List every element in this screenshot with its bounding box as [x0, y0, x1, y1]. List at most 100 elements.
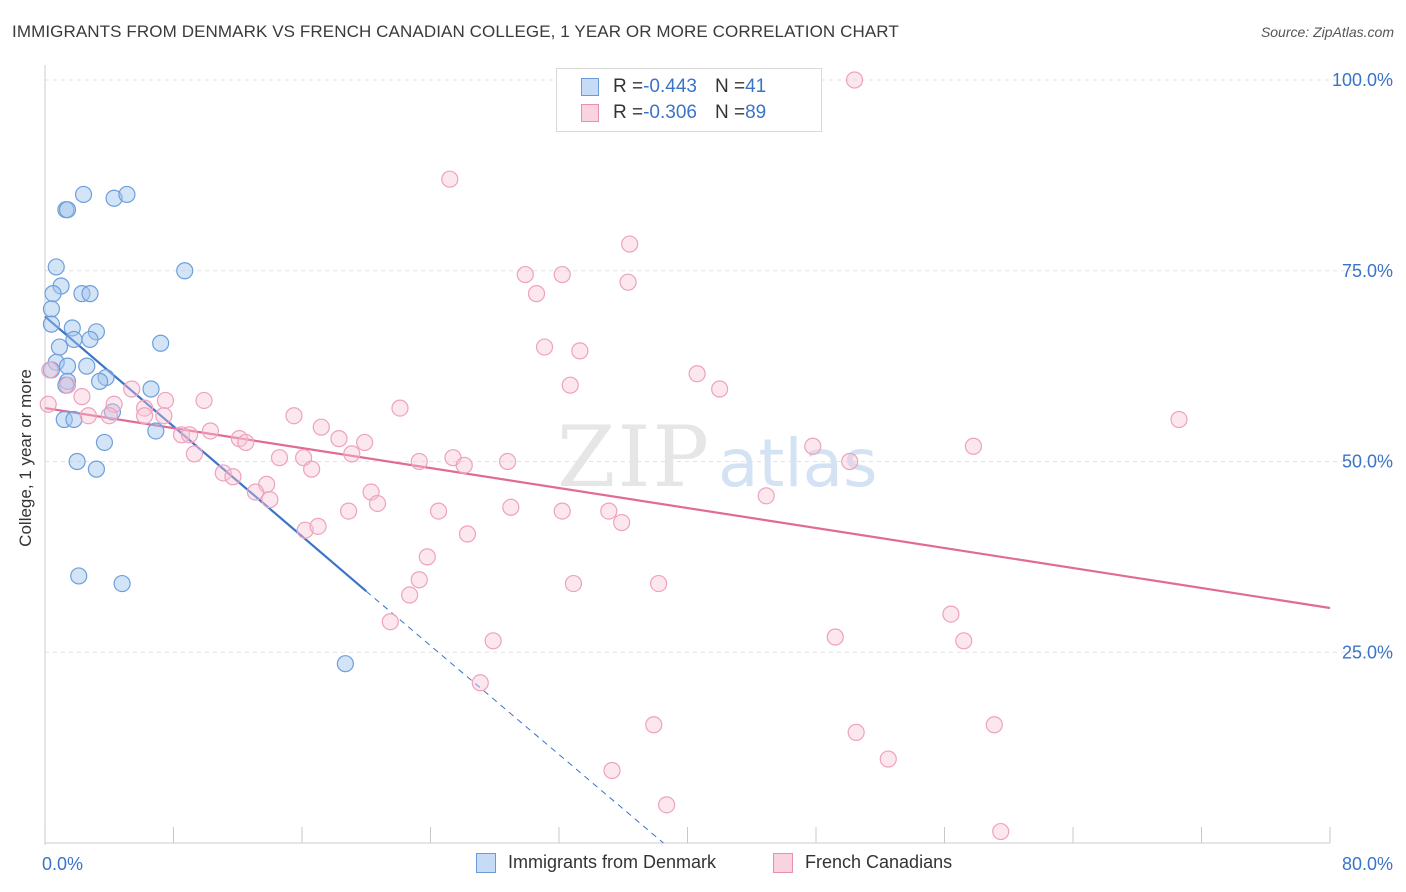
- bottom-legend-swatch-pink: [773, 852, 793, 873]
- chart-title: IMMIGRANTS FROM DENMARK VS FRENCH CANADI…: [12, 22, 899, 41]
- point-denmark: [336, 655, 354, 673]
- point-french-canadian: [356, 433, 374, 452]
- point-french-canadian: [879, 750, 897, 768]
- x-tick-label: 80.0%: [1342, 854, 1393, 874]
- legend-swatch-pink: [581, 104, 599, 122]
- point-denmark: [58, 201, 77, 219]
- point-french-canadian: [561, 376, 579, 394]
- legend-n-value: 41: [745, 76, 767, 97]
- legend-row-denmark: R = -0.443 N = 41: [581, 75, 766, 99]
- point-french-canadian: [471, 674, 489, 692]
- trend-lines: [44, 315, 1331, 844]
- point-french-canadian: [343, 445, 361, 463]
- point-french-canadian: [603, 761, 621, 780]
- point-french-canadian: [658, 796, 676, 814]
- point-french-canadian: [458, 525, 477, 543]
- point-french-canadian: [942, 605, 960, 623]
- point-denmark: [87, 460, 106, 478]
- point-denmark: [42, 300, 61, 318]
- point-french-canadian: [499, 452, 517, 471]
- point-french-canadian: [309, 517, 327, 535]
- point-denmark: [152, 334, 170, 352]
- point-french-canadian: [429, 502, 448, 520]
- x-tick-label: 0.0%: [42, 854, 83, 874]
- correlation-legend: R = -0.443 N = 41 R = -0.306 N = 89: [556, 68, 822, 132]
- point-denmark: [81, 285, 99, 303]
- point-french-canadian: [527, 285, 546, 303]
- point-french-canadian: [79, 407, 97, 425]
- axes: [44, 65, 1331, 845]
- point-french-canadian: [123, 380, 141, 398]
- point-denmark: [95, 433, 114, 452]
- point-denmark: [65, 330, 83, 349]
- y-tick-label: 50.0%: [1342, 452, 1393, 472]
- point-french-canadian: [73, 388, 91, 406]
- point-french-canadian: [180, 426, 199, 444]
- point-french-canadian: [535, 338, 554, 356]
- point-french-canadian: [156, 391, 175, 410]
- point-french-canadian: [100, 407, 118, 425]
- point-denmark: [142, 380, 160, 398]
- point-french-canadian: [804, 437, 822, 455]
- point-denmark: [113, 574, 131, 593]
- point-french-canadian: [1170, 410, 1188, 429]
- point-french-canadian: [303, 460, 321, 478]
- point-denmark: [147, 422, 165, 440]
- bottom-legend-denmark: Immigrants from Denmark: [476, 852, 716, 873]
- point-french-canadian: [992, 822, 1010, 841]
- watermark: ZIP atlas: [557, 408, 878, 506]
- point-denmark: [81, 330, 99, 349]
- point-french-canadian: [619, 273, 637, 291]
- point-french-canadian: [330, 430, 348, 448]
- svg-text:ZIP: ZIP: [557, 408, 711, 506]
- point-denmark: [105, 189, 123, 207]
- point-french-canadian: [237, 433, 255, 452]
- point-denmark: [58, 357, 77, 375]
- point-french-canadian: [502, 498, 520, 516]
- chart-source: Source: ZipAtlas.com: [1260, 24, 1394, 40]
- point-denmark: [91, 372, 109, 390]
- point-french-canadian: [553, 502, 571, 520]
- point-denmark: [74, 185, 93, 204]
- point-denmark: [78, 357, 96, 375]
- point-french-canadian: [39, 395, 57, 413]
- legend-r-label: R =: [613, 76, 644, 97]
- point-french-canadian: [516, 265, 534, 284]
- point-french-canadian: [410, 452, 428, 471]
- point-denmark: [118, 185, 136, 204]
- point-french-canadian: [649, 574, 668, 593]
- point-french-canadian: [621, 235, 639, 253]
- point-french-canadian: [224, 468, 242, 486]
- point-french-canadian: [41, 361, 59, 379]
- point-french-canadian: [757, 487, 775, 505]
- point-french-canadian: [391, 399, 409, 417]
- point-denmark: [42, 315, 61, 333]
- point-denmark: [70, 567, 88, 585]
- svg-text:atlas: atlas: [718, 425, 878, 502]
- point-french-canadian: [339, 502, 358, 520]
- bottom-legend-label: French Canadians: [805, 852, 953, 872]
- point-french-canadian: [455, 456, 473, 474]
- bottom-legend-swatch-blue: [476, 852, 496, 873]
- legend-n-label: N =: [714, 102, 746, 123]
- legend-n-label: N =: [714, 76, 746, 97]
- legend-swatch-blue: [581, 78, 599, 96]
- point-french-canadian: [564, 574, 583, 593]
- point-denmark: [50, 338, 69, 356]
- point-french-canadian: [381, 613, 399, 631]
- point-french-canadian: [845, 71, 864, 89]
- point-french-canadian: [296, 521, 314, 539]
- point-french-canadian: [312, 418, 330, 436]
- data-points: [39, 71, 1188, 841]
- y-axis-label: College, 1 year or more: [16, 369, 35, 547]
- point-french-canadian: [955, 632, 973, 650]
- y-tick-label: 25.0%: [1342, 642, 1393, 662]
- tick-labels: 100.0% 75.0% 50.0% 25.0% 0.0% 80.0%: [42, 70, 1393, 874]
- legend-n-value: 89: [745, 102, 767, 123]
- point-french-canadian: [841, 452, 859, 471]
- point-french-canadian: [418, 548, 436, 566]
- point-french-canadian: [484, 632, 502, 650]
- point-french-canadian: [600, 502, 618, 520]
- point-french-canadian: [185, 445, 203, 463]
- bottom-legend-label: Immigrants from Denmark: [508, 852, 717, 872]
